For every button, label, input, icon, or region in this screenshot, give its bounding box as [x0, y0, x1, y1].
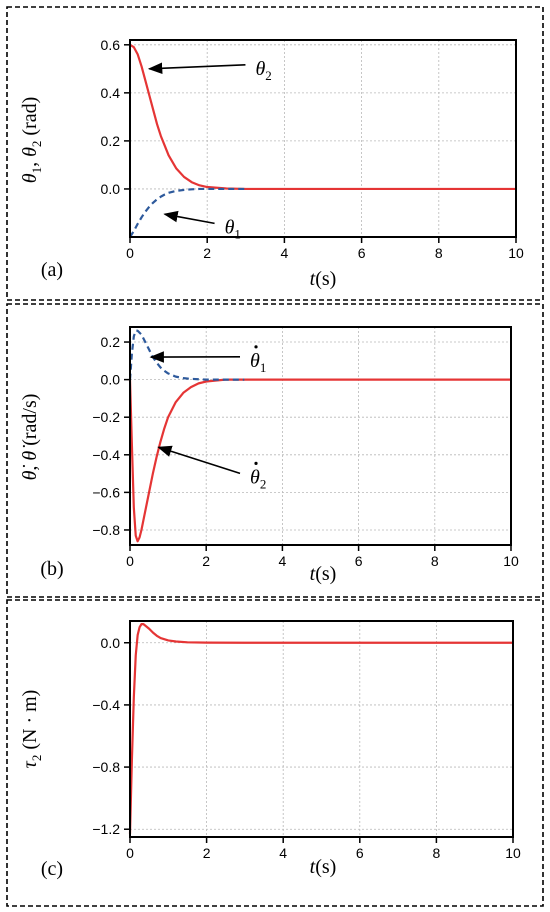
- y-axis-label: τ2 (N · m): [19, 690, 44, 769]
- annotation-subscript: 1: [260, 360, 267, 375]
- series-line-1: [128, 378, 511, 543]
- series-line-1: [129, 43, 516, 191]
- x-axis-label: t(s): [310, 563, 337, 585]
- x-tick-label: 4: [281, 245, 289, 261]
- x-axis-var: t: [310, 563, 316, 585]
- x-axis-unit: (s): [315, 268, 336, 290]
- y-axis-label: θ̇, θ̇ (rad/s): [19, 394, 41, 481]
- annotation-dot: [254, 461, 258, 465]
- annotation-arrow: [163, 210, 215, 225]
- panel-border: [6, 6, 544, 301]
- y-tick-label: −0.6: [92, 484, 120, 500]
- y-tick-label: 0.0: [101, 372, 121, 388]
- panel-label: (b): [40, 558, 63, 580]
- x-axis-unit: (s): [315, 856, 336, 878]
- y-label-text: (rad): [19, 97, 41, 141]
- annotation-symbol: θ: [250, 350, 260, 372]
- series-line-1: [128, 623, 513, 834]
- y-tick-label: −0.8: [92, 759, 120, 775]
- y-tick-label: 0.2: [101, 334, 121, 350]
- series-line-2: [128, 329, 245, 381]
- x-tick-label: 8: [431, 553, 439, 569]
- y-label-symbol: τ: [19, 760, 41, 768]
- x-tick-label: 0: [126, 845, 134, 861]
- annotation-symbol: θ: [250, 466, 260, 488]
- annotation-label: θ1: [225, 216, 241, 241]
- y-axis-label: θ1, θ2 (rad): [19, 97, 44, 184]
- y-label-subscript: 2: [29, 755, 44, 762]
- x-tick-label: 4: [279, 553, 287, 569]
- y-tick-label: 0.4: [101, 85, 121, 101]
- x-tick-label: 2: [203, 245, 211, 261]
- y-label-subscript: 1: [29, 167, 44, 174]
- x-tick-label: 2: [202, 553, 210, 569]
- panel-label: (c): [41, 858, 63, 880]
- x-tick-label: 4: [279, 845, 287, 861]
- annotation-subscript: 1: [234, 226, 241, 241]
- x-tick-label: 10: [505, 845, 521, 861]
- x-axis-var: t: [310, 856, 316, 878]
- y-label-text: (N · m): [19, 690, 41, 755]
- x-tick-label: 10: [508, 245, 524, 261]
- annotation-subscript: 2: [260, 476, 267, 491]
- y-tick-label: 0.2: [101, 133, 121, 149]
- y-tick-label: −0.4: [92, 447, 120, 463]
- annotation-subscript: 2: [265, 68, 272, 83]
- annotation-label: θ2: [250, 466, 266, 491]
- annotation-arrow: [157, 445, 241, 475]
- panel-1: 0 2 4 6 8 100.60.40.20.0(a) t(s)θ1, θ2 (rad)θ2…: [6, 6, 544, 301]
- annotation-label: θ1: [250, 350, 266, 375]
- x-tick-label: 8: [435, 245, 443, 261]
- x-axis-label: t(s): [310, 268, 337, 290]
- y-tick-label: −0.4: [92, 697, 120, 713]
- x-tick-label: 6: [356, 845, 364, 861]
- annotation-symbol: θ: [255, 58, 265, 80]
- y-tick-label: 0.0: [101, 181, 121, 197]
- panel-border: [6, 303, 544, 598]
- y-label-text: (rad/s): [19, 394, 41, 451]
- y-label-symbol: θ: [19, 173, 41, 183]
- x-tick-label: 8: [433, 845, 441, 861]
- annotation-dot: [254, 345, 258, 349]
- x-tick-label: 6: [355, 553, 363, 569]
- y-label-text: ,: [19, 461, 41, 471]
- x-axis-var: t: [310, 268, 316, 290]
- x-axis-label: t(s): [310, 856, 337, 878]
- x-tick-label: 10: [503, 553, 519, 569]
- y-tick-label: 0.6: [101, 37, 121, 53]
- panel-border: [6, 599, 544, 907]
- panel-label: (a): [41, 259, 63, 281]
- y-tick-label: 0.0: [101, 635, 121, 651]
- y-tick-label: −0.8: [92, 522, 120, 538]
- x-tick-label: 2: [203, 845, 211, 861]
- y-label-text: ,: [19, 157, 41, 167]
- y-tick-label: −0.2: [92, 409, 120, 425]
- x-tick-label: 0: [126, 245, 134, 261]
- annotation-arrow: [147, 62, 246, 75]
- y-label-subscript: 2: [29, 141, 44, 148]
- x-tick-label: 0: [126, 553, 134, 569]
- annotation-symbol: θ: [225, 216, 235, 238]
- plot-frame: [129, 39, 517, 238]
- x-axis-unit: (s): [315, 563, 336, 585]
- x-tick-label: 6: [358, 245, 366, 261]
- y-tick-label: −1.2: [92, 821, 120, 837]
- plot-frame: [129, 326, 512, 546]
- annotation-label: θ2: [255, 58, 271, 83]
- panel-3: 0 2 4 6 8 100.0−0.4−0.8−1.2(c) t(s)τ2 (N · m): [6, 599, 544, 907]
- plot-frame: [129, 620, 514, 838]
- y-label-symbol: θ: [19, 147, 41, 157]
- series-line-2: [129, 187, 246, 238]
- panel-2: 0 2 4 6 8 10 0.2 0.0 −0.2 −0.4 −0.6 −0.8 (b) t(s) θ̇, …: [6, 303, 544, 598]
